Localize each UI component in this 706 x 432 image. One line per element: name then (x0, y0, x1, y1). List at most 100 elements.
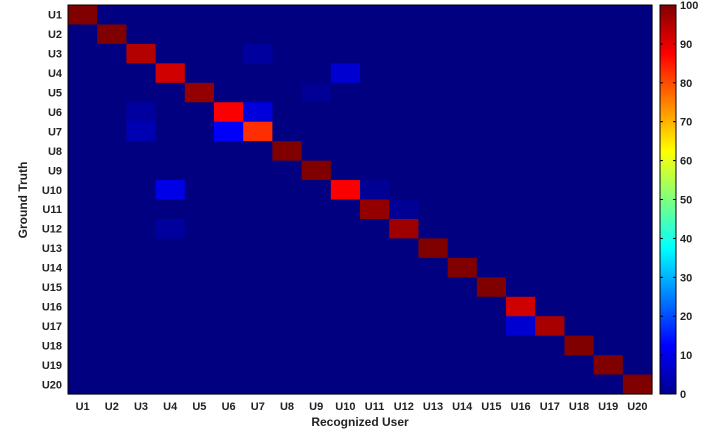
heatmap-cell (243, 82, 273, 103)
heatmap-cell (622, 238, 653, 259)
heatmap-cell (418, 24, 449, 45)
heatmap-cell (272, 82, 303, 103)
heatmap-cell (564, 355, 595, 376)
heatmap-cell (126, 238, 157, 259)
heatmap-cell (535, 121, 565, 142)
heatmap-cell (301, 238, 332, 259)
heatmap-cell (126, 5, 157, 26)
colorbar-tick-label: 50 (680, 195, 692, 207)
y-tick-label: U5 (48, 88, 62, 100)
heatmap-cell (535, 199, 565, 220)
heatmap-cell (184, 277, 215, 298)
heatmap-cell (155, 24, 186, 45)
colorbar-tick-label: 0 (680, 389, 686, 401)
y-tick-label: U3 (48, 49, 62, 61)
heatmap-cell (184, 180, 215, 201)
heatmap-cell (214, 5, 244, 26)
heatmap-cell (622, 180, 653, 201)
heatmap-cell (97, 24, 127, 45)
heatmap-cell (97, 160, 127, 181)
heatmap-cell (535, 316, 565, 337)
heatmap-cell (184, 218, 215, 239)
heatmap-cell (330, 160, 361, 181)
heatmap-cell (418, 374, 449, 395)
heatmap-cell (68, 218, 98, 239)
heatmap-cell (506, 296, 536, 317)
heatmap-cell (476, 257, 507, 278)
heatmap-cell (97, 5, 127, 26)
heatmap-cell (97, 316, 127, 337)
heatmap-cell (476, 141, 507, 162)
heatmap-cell (593, 24, 624, 45)
heatmap-cell (418, 316, 449, 337)
heatmap-cell (68, 102, 98, 123)
heatmap-cell (68, 5, 98, 26)
heatmap-cell (330, 238, 361, 259)
heatmap-cell (506, 180, 536, 201)
heatmap-cell (447, 121, 478, 142)
heatmap-cell (214, 296, 244, 317)
heatmap-cell (622, 121, 653, 142)
heatmap-cell (301, 160, 332, 181)
heatmap-cell (272, 257, 303, 278)
heatmap-cell (506, 63, 536, 84)
heatmap-cell (184, 141, 215, 162)
heatmap-cell (214, 141, 244, 162)
heatmap-cell (97, 277, 127, 298)
heatmap-cell (243, 102, 273, 123)
heatmap-cell (418, 355, 449, 376)
heatmap-cell (330, 82, 361, 103)
heatmap-cell (272, 355, 303, 376)
heatmap-cell (243, 199, 273, 220)
heatmap-cell (476, 199, 507, 220)
heatmap-cell (126, 277, 157, 298)
x-tick-label: U18 (569, 401, 589, 413)
heatmap-cell (301, 355, 332, 376)
heatmap-cell (535, 296, 565, 317)
heatmap-cell (243, 121, 273, 142)
heatmap-cell (389, 102, 419, 123)
heatmap-cell (564, 180, 595, 201)
heatmap-cell (184, 355, 215, 376)
heatmap-cell (535, 24, 565, 45)
heatmap-cell (155, 199, 186, 220)
heatmap-cell (622, 141, 653, 162)
heatmap-cell (155, 296, 186, 317)
heatmap-cell (360, 141, 390, 162)
y-tick-label: U4 (48, 68, 63, 80)
heatmap-cell (97, 102, 127, 123)
heatmap-cell (506, 82, 536, 103)
heatmap-cell (214, 335, 244, 356)
heatmap-cell (389, 160, 419, 181)
heatmap-cell (593, 160, 624, 181)
heatmap-cell (184, 374, 215, 395)
heatmap-cell (360, 218, 390, 239)
heatmap-cell (476, 277, 507, 298)
heatmap-cell (476, 296, 507, 317)
heatmap-cell (360, 257, 390, 278)
heatmap-cell (184, 82, 215, 103)
heatmap-cell (535, 43, 565, 64)
heatmap-cell (301, 121, 332, 142)
heatmap-cell (564, 5, 595, 26)
heatmap-cell (126, 24, 157, 45)
heatmap-cell (389, 199, 419, 220)
heatmap-cell (243, 24, 273, 45)
y-tick-label: U18 (42, 340, 62, 352)
heatmap-cell (389, 218, 419, 239)
heatmap-cell (214, 316, 244, 337)
heatmap-cell (389, 43, 419, 64)
heatmap-cell (68, 141, 98, 162)
heatmap-cell (243, 218, 273, 239)
y-tick-label: U19 (42, 360, 62, 372)
x-axis-ticks: U1 U2 U3 U4 U5 U6 U7 U8 U9 U10 U11 U12 U13 U14 U15 U16 U… (76, 401, 648, 413)
heatmap-cell (360, 160, 390, 181)
heatmap-cell (418, 141, 449, 162)
x-tick-label: U17 (540, 401, 560, 413)
heatmap-cell (418, 257, 449, 278)
heatmap-cell (476, 82, 507, 103)
heatmap-cell (330, 121, 361, 142)
heatmap-cell (330, 43, 361, 64)
heatmap-cell (97, 238, 127, 259)
heatmap-cell (447, 24, 478, 45)
